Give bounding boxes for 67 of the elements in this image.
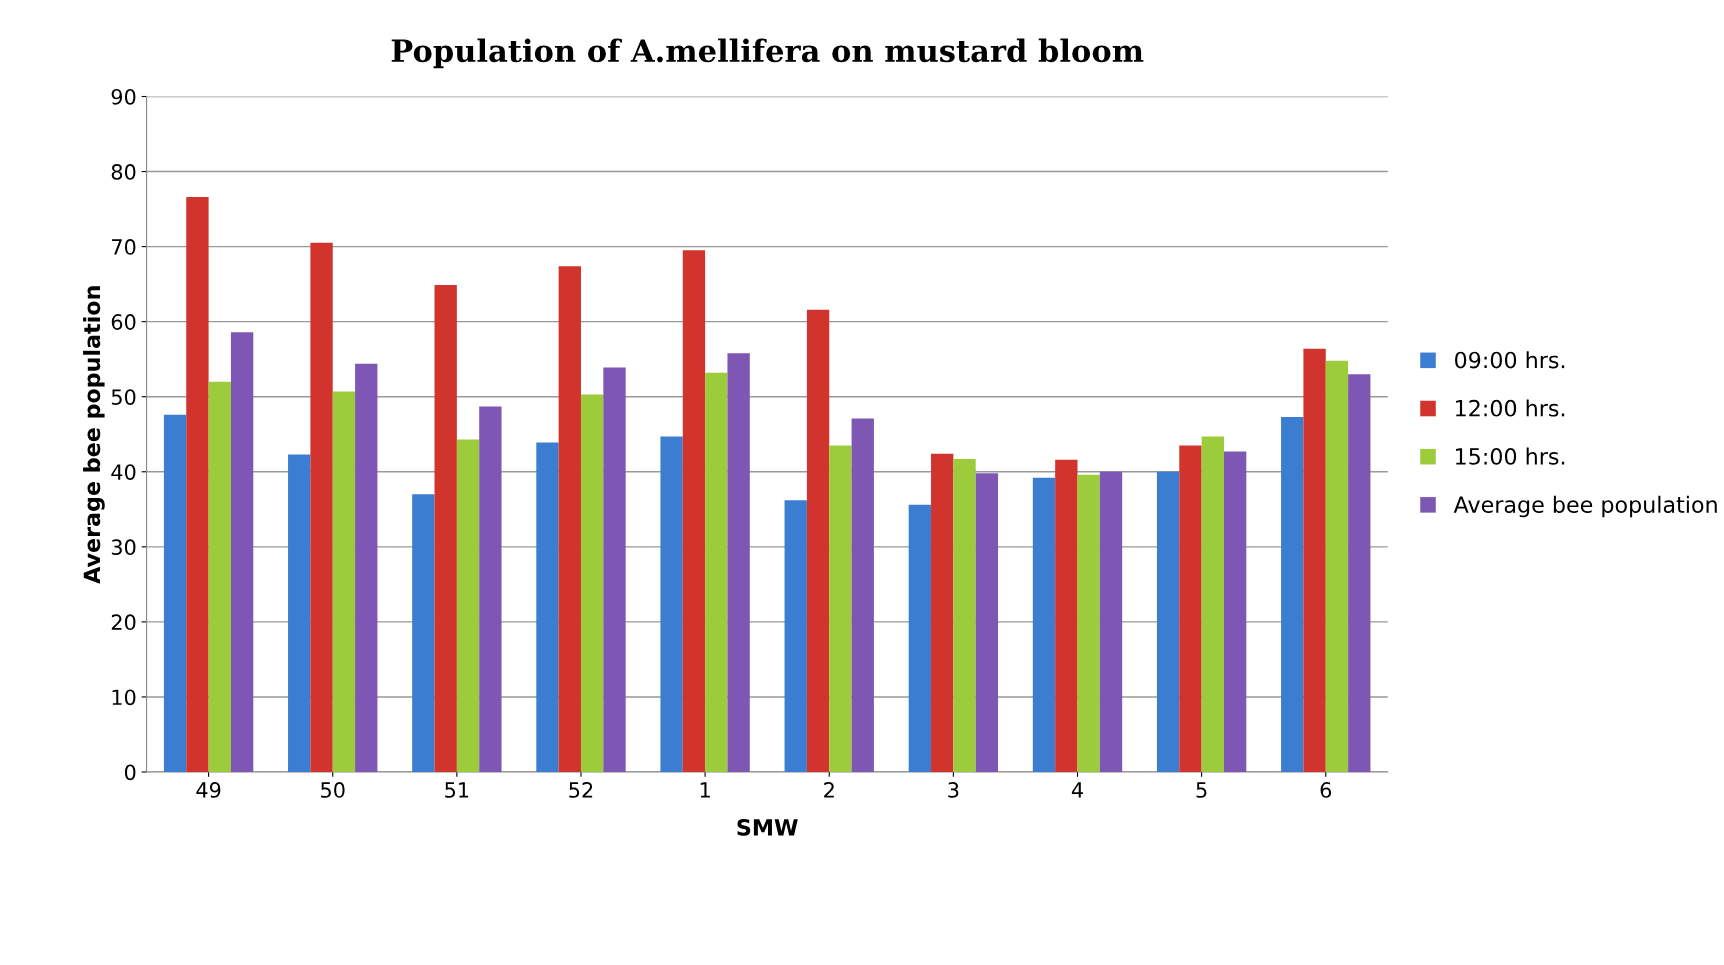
- y-tick-label: 60: [111, 314, 136, 330]
- bar: [1099, 471, 1123, 772]
- bar: [931, 453, 954, 772]
- bar: [851, 418, 874, 772]
- x-tick-label: 4: [1071, 782, 1083, 798]
- x-tick-label: 2: [824, 782, 834, 798]
- bar: [1201, 436, 1224, 772]
- bar: [975, 473, 999, 772]
- chart-title: Population of A.mellifera on mustard bloom: [391, 38, 1144, 69]
- x-axis-title: SMW: [737, 818, 798, 836]
- bar: [682, 250, 706, 772]
- y-tick-label: 0: [124, 764, 136, 781]
- bar: [1303, 348, 1326, 772]
- bar: [163, 414, 187, 772]
- y-tick-label: 90: [111, 88, 136, 105]
- x-tick-label: 5: [1196, 782, 1207, 798]
- x-tick-label: 6: [1320, 782, 1332, 798]
- bar: [1032, 477, 1056, 772]
- bar: [1179, 445, 1202, 772]
- legend-label: 12:00 hrs.: [1456, 399, 1565, 417]
- bar: [603, 367, 626, 772]
- y-tick-label: 70: [112, 239, 136, 255]
- x-tick-label: 52: [569, 782, 593, 798]
- bar: [434, 284, 457, 772]
- x-tick-label: 49: [196, 782, 221, 798]
- bar: [536, 442, 559, 772]
- y-tick-label: 30: [111, 539, 136, 556]
- bar: [412, 494, 435, 772]
- x-tick-label: 51: [445, 782, 469, 798]
- bar: [456, 439, 480, 772]
- y-axis-title: Average bee population: [83, 286, 105, 584]
- bar: [310, 242, 333, 772]
- y-tick-label: 80: [111, 164, 136, 180]
- bar: [230, 332, 254, 772]
- x-tick-label: 3: [948, 782, 959, 798]
- bar: [558, 266, 581, 772]
- bar: [479, 406, 502, 772]
- bar: [1325, 360, 1349, 772]
- bar: [1348, 374, 1371, 772]
- bar: [727, 353, 750, 772]
- bar: [1223, 451, 1247, 772]
- bar: [806, 309, 830, 772]
- y-tick-label: 10: [112, 689, 136, 706]
- x-tick-label: 50: [321, 782, 345, 798]
- bar: [580, 394, 604, 772]
- bar: [784, 500, 807, 772]
- bar: [186, 197, 209, 772]
- bar: [829, 445, 852, 772]
- legend-label: Average bee population: [1453, 495, 1717, 518]
- y-tick-label: 40: [111, 464, 136, 480]
- bar: [332, 391, 356, 772]
- bar: [1281, 416, 1304, 772]
- bar: [705, 372, 728, 772]
- bar: [660, 436, 683, 772]
- legend-label: 15:00 hrs.: [1456, 447, 1565, 465]
- bar: [1055, 459, 1078, 772]
- bar: [908, 504, 932, 772]
- bar: [208, 381, 231, 772]
- x-tick-label: 1: [700, 782, 710, 798]
- bar: [1156, 471, 1180, 772]
- legend-label: 09:00 hrs.: [1455, 351, 1565, 369]
- y-tick-label: 20: [111, 614, 136, 631]
- bar: [1077, 474, 1100, 772]
- bar: [953, 459, 976, 772]
- bar: [288, 454, 311, 772]
- bar: [355, 363, 378, 772]
- y-tick-label: 50: [111, 389, 136, 405]
